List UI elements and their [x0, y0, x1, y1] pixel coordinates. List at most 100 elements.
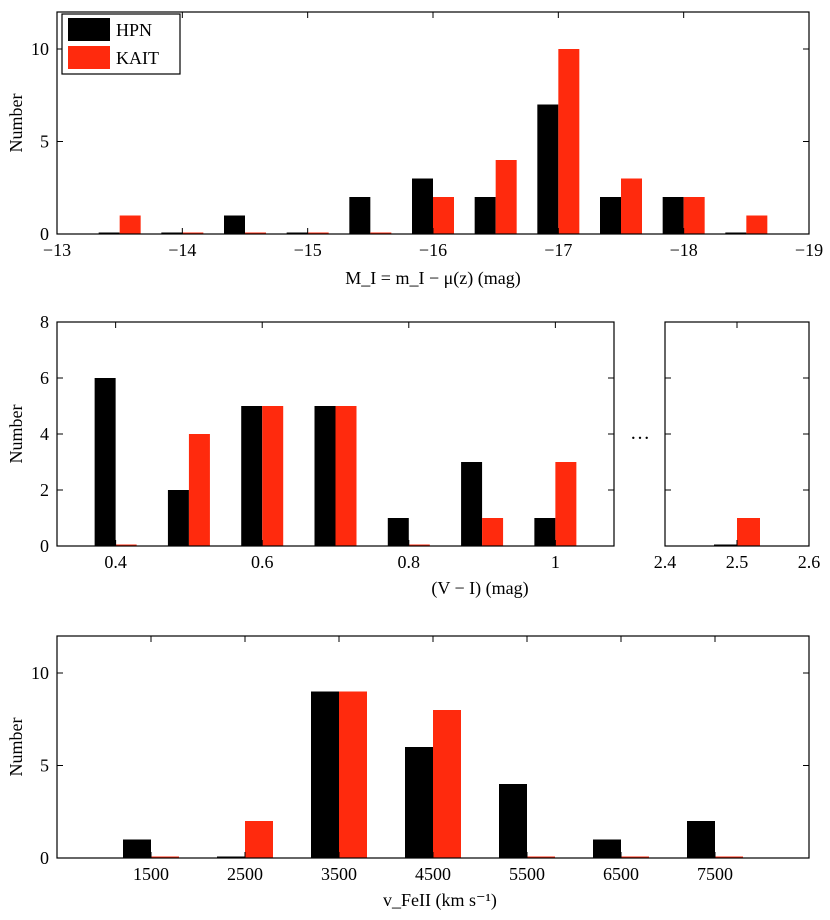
color-ytick-label: 4	[40, 424, 49, 444]
color-bar-kait-6	[555, 462, 577, 546]
magnitude-xtick-label: −14	[168, 240, 196, 260]
velocity-bar-kait-1	[245, 821, 273, 858]
magnitude-xtick-label: −18	[670, 240, 698, 260]
velocity-bar-kait-3	[433, 710, 461, 858]
color-bar-hpn-3	[314, 406, 336, 546]
color-ytick-label: 6	[40, 368, 49, 388]
magnitude-bar-kait-5	[433, 197, 454, 234]
magnitude-ytick-label: 5	[40, 132, 49, 152]
magnitude-bar-hpn-6	[474, 197, 496, 234]
legend-kait-label: KAIT	[116, 48, 159, 68]
color-bar-kait-2	[262, 406, 284, 546]
magnitude-y-axis-title: Number	[6, 94, 26, 153]
color-y-axis-title: Number	[6, 405, 26, 464]
velocity-bar-hpn-1	[217, 856, 245, 858]
velocity-bar-hpn-4	[499, 784, 527, 858]
color-bar-hpn-6	[534, 518, 556, 546]
velocity-bars	[123, 691, 743, 858]
magnitude-bar-kait-9	[683, 197, 705, 234]
magnitude-bar-hpn-2	[224, 215, 245, 234]
color-xtick-label: 1	[551, 552, 560, 572]
magnitude-bar-hpn-8	[600, 197, 621, 234]
color-bar-kait-3	[335, 406, 357, 546]
legend-hpn-swatch	[68, 18, 110, 41]
magnitude-bar-kait-3	[307, 232, 329, 234]
color-inset-xtick-label: 2.6	[798, 552, 821, 572]
magnitude-bar-hpn-3	[286, 232, 308, 234]
color-bar-kait-5	[482, 518, 504, 546]
magnitude-bar-hpn-0	[98, 232, 120, 234]
axis-break-ellipsis: …	[630, 422, 650, 444]
magnitude-bar-kait-10	[746, 215, 768, 234]
color-bars	[94, 378, 577, 546]
velocity-bar-kait-2	[339, 691, 367, 858]
velocity-xtick-label: 4500	[415, 864, 451, 884]
velocity-ytick-label: 10	[31, 663, 49, 683]
velocity-bar-hpn-2	[311, 691, 339, 858]
color-inset-ticks: 2.4 2.5 2.6	[654, 322, 821, 572]
color-bar-hpn-2	[241, 406, 263, 546]
magnitude-xtick-label: −19	[795, 240, 823, 260]
color-bar-kait-0	[115, 544, 137, 546]
color-bar-kait-4	[408, 544, 430, 546]
velocity-ticks: 1500 2500 3500 4500 5500 6500 7500 0 5 10	[31, 636, 809, 884]
magnitude-bar-hpn-5	[412, 178, 433, 234]
color-inset-xtick-label: 2.5	[726, 552, 749, 572]
color-histogram-panel: 0.4 0.6 0.8 1 0 2 4 6 8 Number (V − I) (mag) … 2…	[6, 312, 820, 599]
velocity-xtick-label: 2500	[227, 864, 263, 884]
magnitude-x-axis-title: M_I = m_I − μ(z) (mag)	[345, 268, 520, 289]
legend-kait-swatch	[68, 46, 110, 69]
magnitude-bar-kait-4	[370, 232, 392, 234]
color-xtick-label: 0.6	[251, 552, 274, 572]
color-x-axis-title: (V − I) (mag)	[431, 578, 528, 599]
magnitude-bar-hpn-1	[161, 232, 183, 234]
magnitude-xtick-label: −13	[43, 240, 71, 260]
velocity-ytick-label: 5	[40, 756, 49, 776]
color-inset-bar-kait-0	[737, 518, 760, 546]
color-bar-hpn-4	[387, 518, 409, 546]
color-ticks: 0.4 0.6 0.8 1 0 2 4 6 8	[40, 312, 614, 572]
color-bar-hpn-0	[94, 378, 116, 546]
color-inset-xtick-label: 2.4	[654, 552, 677, 572]
velocity-bar-kait-0	[151, 856, 179, 858]
color-xtick-label: 0.4	[104, 552, 127, 572]
color-inset-frame	[664, 321, 810, 547]
velocity-bar-hpn-3	[405, 747, 433, 858]
velocity-ytick-label: 0	[40, 848, 49, 868]
color-bar-kait-1	[188, 434, 210, 546]
color-inset-bar-hpn-0	[714, 544, 737, 546]
magnitude-ytick-label: 10	[31, 39, 49, 59]
color-ytick-label: 0	[40, 536, 49, 556]
magnitude-bar-kait-0	[119, 215, 141, 234]
legend-hpn-label: HPN	[116, 20, 152, 40]
velocity-bar-hpn-6	[687, 821, 715, 858]
magnitude-ytick-label: 0	[40, 224, 49, 244]
magnitude-xtick-label: −17	[544, 240, 572, 260]
color-ytick-label: 2	[40, 480, 49, 500]
color-ytick-label: 8	[40, 312, 49, 332]
legend: HPN KAIT	[61, 13, 181, 75]
velocity-xtick-label: 7500	[697, 864, 733, 884]
magnitude-bar-kait-6	[495, 160, 517, 234]
magnitude-histogram-panel: −13 −14 −15 −16 −17 −18 −19 0 5 10 Number M_I = m…	[6, 11, 823, 289]
velocity-xtick-label: 5500	[509, 864, 545, 884]
color-bar-hpn-1	[167, 490, 189, 546]
velocity-bar-kait-6	[715, 856, 743, 858]
color-inset-bars	[714, 518, 760, 546]
magnitude-bar-kait-7	[558, 49, 580, 234]
color-bar-hpn-5	[461, 462, 483, 546]
magnitude-bar-hpn-7	[537, 104, 559, 234]
magnitude-bar-kait-2	[245, 232, 266, 234]
magnitude-xtick-label: −15	[294, 240, 322, 260]
magnitude-bar-kait-1	[182, 232, 204, 234]
velocity-xtick-label: 3500	[321, 864, 357, 884]
velocity-xtick-label: 1500	[133, 864, 169, 884]
magnitude-xtick-label: −16	[419, 240, 447, 260]
magnitude-bar-hpn-4	[349, 197, 371, 234]
magnitude-ticks: −13 −14 −15 −16 −17 −18 −19 0 5 10	[31, 12, 823, 260]
velocity-bar-kait-5	[621, 856, 649, 858]
velocity-y-axis-title: Number	[6, 718, 26, 777]
magnitude-bars	[98, 49, 768, 234]
